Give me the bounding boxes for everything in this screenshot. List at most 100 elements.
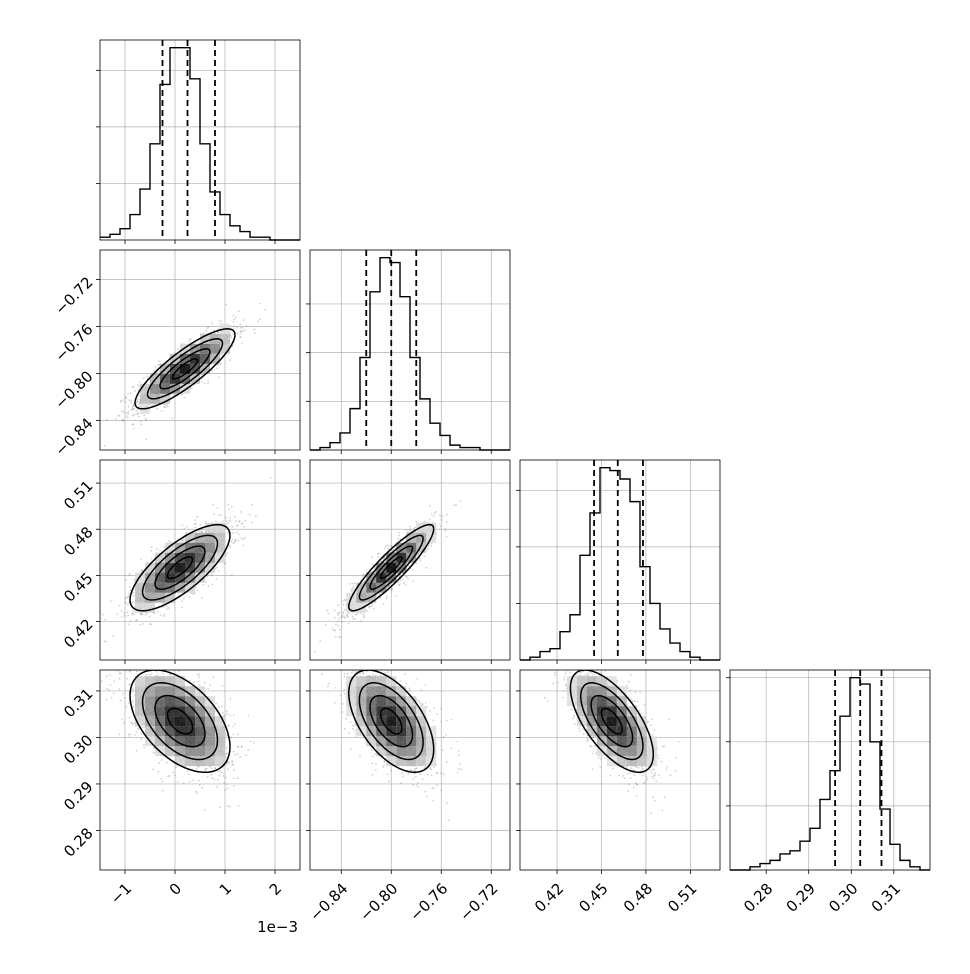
scatter-point <box>369 606 371 608</box>
scatter-point <box>242 327 244 329</box>
scatter-point <box>227 504 229 506</box>
scatter-point <box>325 624 327 626</box>
scatter-point <box>140 739 142 741</box>
scatter-point <box>389 545 391 547</box>
histogram-step-line <box>310 258 510 450</box>
scatter-point <box>196 768 198 770</box>
scatter-point <box>176 651 178 653</box>
scatter-point <box>200 374 202 376</box>
scatter-point <box>197 674 199 676</box>
histogram-step-line <box>520 468 720 660</box>
scatter-point <box>231 574 233 576</box>
scatter-point <box>244 329 246 331</box>
scatter-point <box>211 777 213 779</box>
scatter-point <box>403 582 405 584</box>
scatter-point <box>246 325 248 327</box>
scatter-point <box>127 596 129 598</box>
scatter-point <box>222 685 224 687</box>
scatter-point <box>398 532 400 534</box>
scatter-point <box>342 615 344 617</box>
scatter-point <box>207 688 209 690</box>
scatter-point <box>133 428 135 430</box>
scatter-point <box>143 726 145 728</box>
scatter-point <box>158 762 160 764</box>
scatter-point <box>213 513 215 515</box>
scatter-point <box>445 530 447 532</box>
scatter-point <box>201 787 203 789</box>
scatter-panel-p3-vs-p1 <box>96 460 300 660</box>
scatter-point <box>120 401 122 403</box>
scatter-point <box>127 604 129 606</box>
scatter-point <box>127 406 129 408</box>
scatter-point <box>198 684 200 686</box>
scatter-point <box>339 629 341 631</box>
scatter-point <box>241 523 243 525</box>
scatter-point <box>251 522 253 524</box>
scatter-point <box>218 514 220 516</box>
scatter-point <box>113 680 115 682</box>
scatter-point <box>226 783 228 785</box>
scatter-point <box>210 575 212 577</box>
scatter-point <box>229 359 231 361</box>
scatter-point <box>232 764 234 766</box>
scatter-point <box>125 402 127 404</box>
scatter-point <box>123 722 125 724</box>
scatter-point <box>195 523 197 525</box>
scatter-point <box>399 583 401 585</box>
scatter-point <box>197 656 199 658</box>
density-cell <box>145 583 155 593</box>
scatter-point <box>226 764 228 766</box>
scatter-point <box>164 606 166 608</box>
scatter-point <box>152 664 154 666</box>
scatter-point <box>441 519 443 521</box>
scatter-point <box>143 414 145 416</box>
scatter-point <box>237 753 239 755</box>
scatter-point <box>143 747 145 749</box>
scatter-point <box>133 664 135 666</box>
scatter-point <box>184 397 186 399</box>
scatter-point <box>168 607 170 609</box>
scatter-point <box>243 526 245 528</box>
scatter-point <box>233 326 235 328</box>
scatter-point <box>181 607 183 609</box>
scatter-point <box>161 759 163 761</box>
scatter-point <box>183 538 185 540</box>
scatter-point <box>120 700 122 702</box>
scatter-point <box>135 414 137 416</box>
scatter-point <box>352 588 354 590</box>
scatter-point <box>364 615 366 617</box>
scatter-point <box>225 555 227 557</box>
scatter-point <box>132 424 134 426</box>
scatter-point <box>334 630 336 632</box>
scatter-point <box>136 401 138 403</box>
scatter-point <box>195 526 197 528</box>
scatter-point <box>254 332 256 334</box>
scatter-point <box>226 552 228 554</box>
scatter-point <box>243 538 245 540</box>
scatter-point <box>177 781 179 783</box>
scatter-point <box>203 584 205 586</box>
scatter-point <box>149 623 151 625</box>
scatter-point <box>204 383 206 385</box>
density-cell <box>140 394 150 404</box>
scatter-point <box>244 537 246 539</box>
scatter-point <box>131 400 133 402</box>
scatter-point <box>155 671 157 673</box>
scatter-point <box>139 624 141 626</box>
scatter-point <box>446 521 448 523</box>
scatter-point <box>425 567 427 569</box>
scatter-point <box>139 658 141 660</box>
scatter-point <box>127 615 129 617</box>
scatter-point <box>166 608 168 610</box>
scatter-point <box>133 386 135 388</box>
scatter-point <box>229 517 231 519</box>
scatter-point <box>235 539 237 541</box>
scatter-point <box>337 620 339 622</box>
scatter-point <box>207 776 209 778</box>
scatter-point <box>264 309 266 311</box>
scatter-point <box>185 666 187 668</box>
scatter-point <box>127 411 129 413</box>
scatter-point <box>234 516 236 518</box>
scatter-point <box>136 403 138 405</box>
